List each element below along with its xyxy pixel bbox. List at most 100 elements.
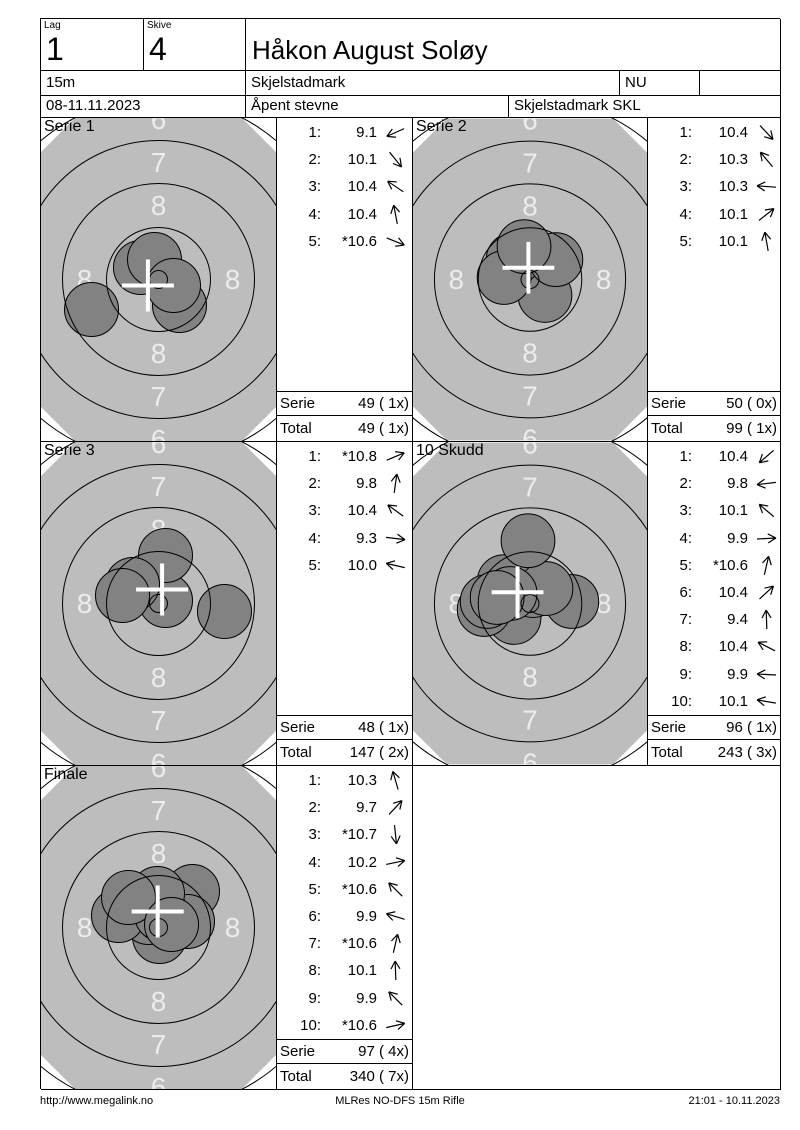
shot-value: 9.7	[356, 799, 377, 817]
shot-direction-arrow	[377, 502, 407, 519]
shot-value: 10.4	[718, 638, 748, 656]
shot-direction-arrow	[748, 502, 778, 519]
shooter-name: Håkon August Soløy	[252, 35, 488, 65]
total-sum-row: Total 147 ( 2x)	[277, 739, 412, 765]
shot-row: 2: 9.7	[277, 794, 412, 821]
shot-row: 10: 10.1	[648, 688, 780, 715]
shot-direction-arrow	[748, 555, 778, 575]
serie-sum-value: 96 ( 1x)	[726, 719, 777, 736]
shot-number: 4:	[308, 529, 321, 547]
shot-value: 9.9	[356, 989, 377, 1007]
skive-label: Skive	[147, 20, 172, 31]
target-card-serie-2: Serie 2 8 7 6 8 8 8 7 6	[413, 118, 648, 442]
ring-number: 6	[151, 748, 167, 765]
shot-row: 7: *10.6	[277, 930, 412, 957]
ring-number: 8	[596, 264, 612, 295]
shot-value: 10.4	[718, 584, 748, 602]
shot-row: 1: 10.3	[277, 767, 412, 794]
shot-value: 10.4	[347, 205, 377, 223]
shot-row: 2: 10.3	[648, 146, 780, 173]
footer-url: http://www.megalink.no	[40, 1095, 154, 1107]
ring-circle	[477, 551, 583, 656]
shot-value: 9.9	[727, 529, 748, 547]
shot-value: 10.4	[718, 124, 748, 142]
total-sum-row: Total 49 ( 1x)	[277, 415, 412, 441]
ring-number: 8	[77, 588, 93, 619]
shot-row: 1: 10.4	[648, 119, 780, 146]
shot-number: 5:	[679, 232, 692, 250]
shot-value: 10.1	[718, 692, 748, 710]
mpi-cross	[502, 241, 555, 294]
serie-sum-row: Serie 50 ( 0x)	[648, 391, 780, 415]
total-sum-row: Total 340 ( 7x)	[277, 1063, 412, 1089]
shot-list: 1: 10.4 2: 9.8 3: 10.1 4: 9.9 5: *10.6 6: 10.4 7: 9.4…	[648, 443, 780, 715]
score-card-serie-2: 1: 10.4 2: 10.3 3: 10.3 4: 10.1 5: 10.1 Serie 50 …	[648, 118, 781, 442]
shot-value: 10.1	[347, 962, 377, 980]
ring-number: 8	[522, 338, 538, 369]
panel-label: Serie 2	[416, 118, 467, 135]
mpi-cross	[491, 566, 544, 619]
panel-label: Finale	[44, 766, 88, 783]
shot-value: 10.1	[718, 502, 748, 520]
ring-circle	[62, 183, 255, 376]
shot-direction-arrow	[377, 908, 407, 925]
ring-number: 7	[522, 705, 538, 736]
ring-number: 8	[151, 662, 167, 693]
ring-circle	[41, 464, 276, 743]
event-type-cell: Åpent stevne	[246, 96, 509, 118]
panel-label: 10 Skudd	[416, 442, 484, 459]
ring-number: 6	[522, 442, 538, 460]
shot-direction-arrow	[748, 124, 778, 141]
shot-value: *10.6	[341, 880, 377, 898]
ring-number: 8	[225, 912, 241, 943]
shot-direction-arrow	[748, 666, 778, 683]
shot-row: 4: 10.1	[648, 201, 780, 228]
lag-cell: Lag 1	[41, 19, 144, 71]
ring-number: 8	[522, 662, 538, 693]
shot-direction-arrow	[377, 557, 407, 574]
ring-number: 8	[596, 588, 612, 619]
serie-sum-row: Serie 48 ( 1x)	[277, 715, 412, 739]
footer-program: MLRes NO-DFS 15m Rifle	[335, 1095, 465, 1107]
shot-row: 6: 10.4	[648, 579, 780, 606]
shot-direction-arrow	[377, 530, 407, 547]
ring-circle	[106, 875, 211, 980]
shot-number: 1:	[679, 448, 692, 466]
shot-value: 10.2	[347, 853, 377, 871]
shot-value: 10.3	[718, 178, 748, 196]
ring-circle	[62, 831, 255, 1024]
serie-sum-value: 50 ( 0x)	[726, 395, 777, 412]
shot-hole	[64, 282, 119, 337]
shot-value: *10.6	[341, 232, 377, 250]
club-cell: Skjelstadmark	[246, 71, 620, 96]
shot-direction-arrow	[748, 475, 778, 492]
shot-value: 10.1	[718, 205, 748, 223]
ring-number: 7	[151, 1029, 167, 1060]
shot-value: *10.8	[341, 448, 377, 466]
shot-number: 2:	[679, 151, 692, 169]
serie-sum-label: Serie	[651, 719, 687, 736]
shot-number: 2:	[679, 475, 692, 493]
serie-sum-value: 48 ( 1x)	[358, 719, 409, 736]
target-serie-2: 8 7 6 8 8 8 7 6	[413, 118, 647, 441]
shot-row: 3: *10.7	[277, 821, 412, 848]
result-sheet: Lag 1 Skive 4 Håkon August Soløy 15m Skj…	[40, 18, 781, 1090]
ring-number: 8	[151, 986, 167, 1017]
score-card-finale: 1: 10.3 2: 9.7 3: *10.7 4: 10.2 5: *10.6 6: 9.9 7: *1…	[277, 766, 413, 1090]
total-sum-value: 243 ( 3x)	[717, 744, 777, 761]
shot-value: 9.1	[356, 124, 377, 142]
shot-direction-arrow	[377, 934, 407, 954]
shot-row: 3: 10.4	[277, 497, 412, 524]
shot-number: 7:	[308, 935, 321, 953]
shot-value: 9.3	[356, 529, 377, 547]
ring-number: 7	[522, 381, 538, 412]
ring-circle	[41, 140, 276, 419]
ring-circle	[106, 227, 211, 332]
ring-circle	[477, 227, 583, 332]
shot-direction-arrow	[748, 609, 778, 630]
shot-row: 3: 10.1	[648, 497, 780, 524]
score-card-10-skudd: 1: 10.4 2: 9.8 3: 10.1 4: 9.9 5: *10.6 6: 10.4 7: 9.4…	[648, 442, 781, 766]
shot-value: 9.8	[356, 475, 377, 493]
